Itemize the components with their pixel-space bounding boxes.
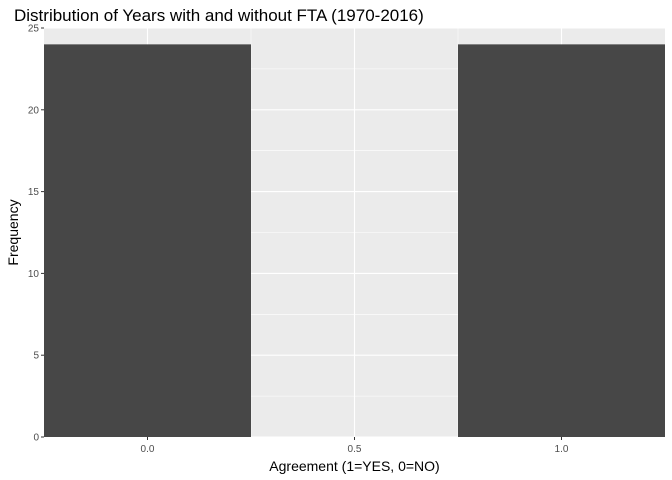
x-axis-label: Agreement (1=YES, 0=NO)	[269, 458, 439, 474]
x-tick-label: 1.0	[555, 444, 569, 455]
x-tick-label: 0.5	[348, 444, 362, 455]
y-tick-label: 15	[28, 187, 40, 198]
bar	[44, 44, 251, 438]
y-tick-label: 0	[33, 433, 39, 444]
y-tick-label: 20	[28, 105, 40, 116]
x-axis: 0.0 0.5 1.0	[141, 437, 569, 455]
y-tick-label: 25	[28, 24, 40, 35]
bars	[44, 44, 665, 438]
chart-title: Distribution of Years with and without F…	[14, 6, 424, 25]
x-tick-label: 0.0	[141, 444, 155, 455]
bar	[458, 44, 665, 438]
y-axis: 0 5 10 15 20 25	[28, 24, 44, 444]
y-axis-label: Frequency	[5, 199, 21, 265]
y-tick-label: 5	[33, 351, 39, 362]
y-tick-label: 10	[28, 269, 40, 280]
